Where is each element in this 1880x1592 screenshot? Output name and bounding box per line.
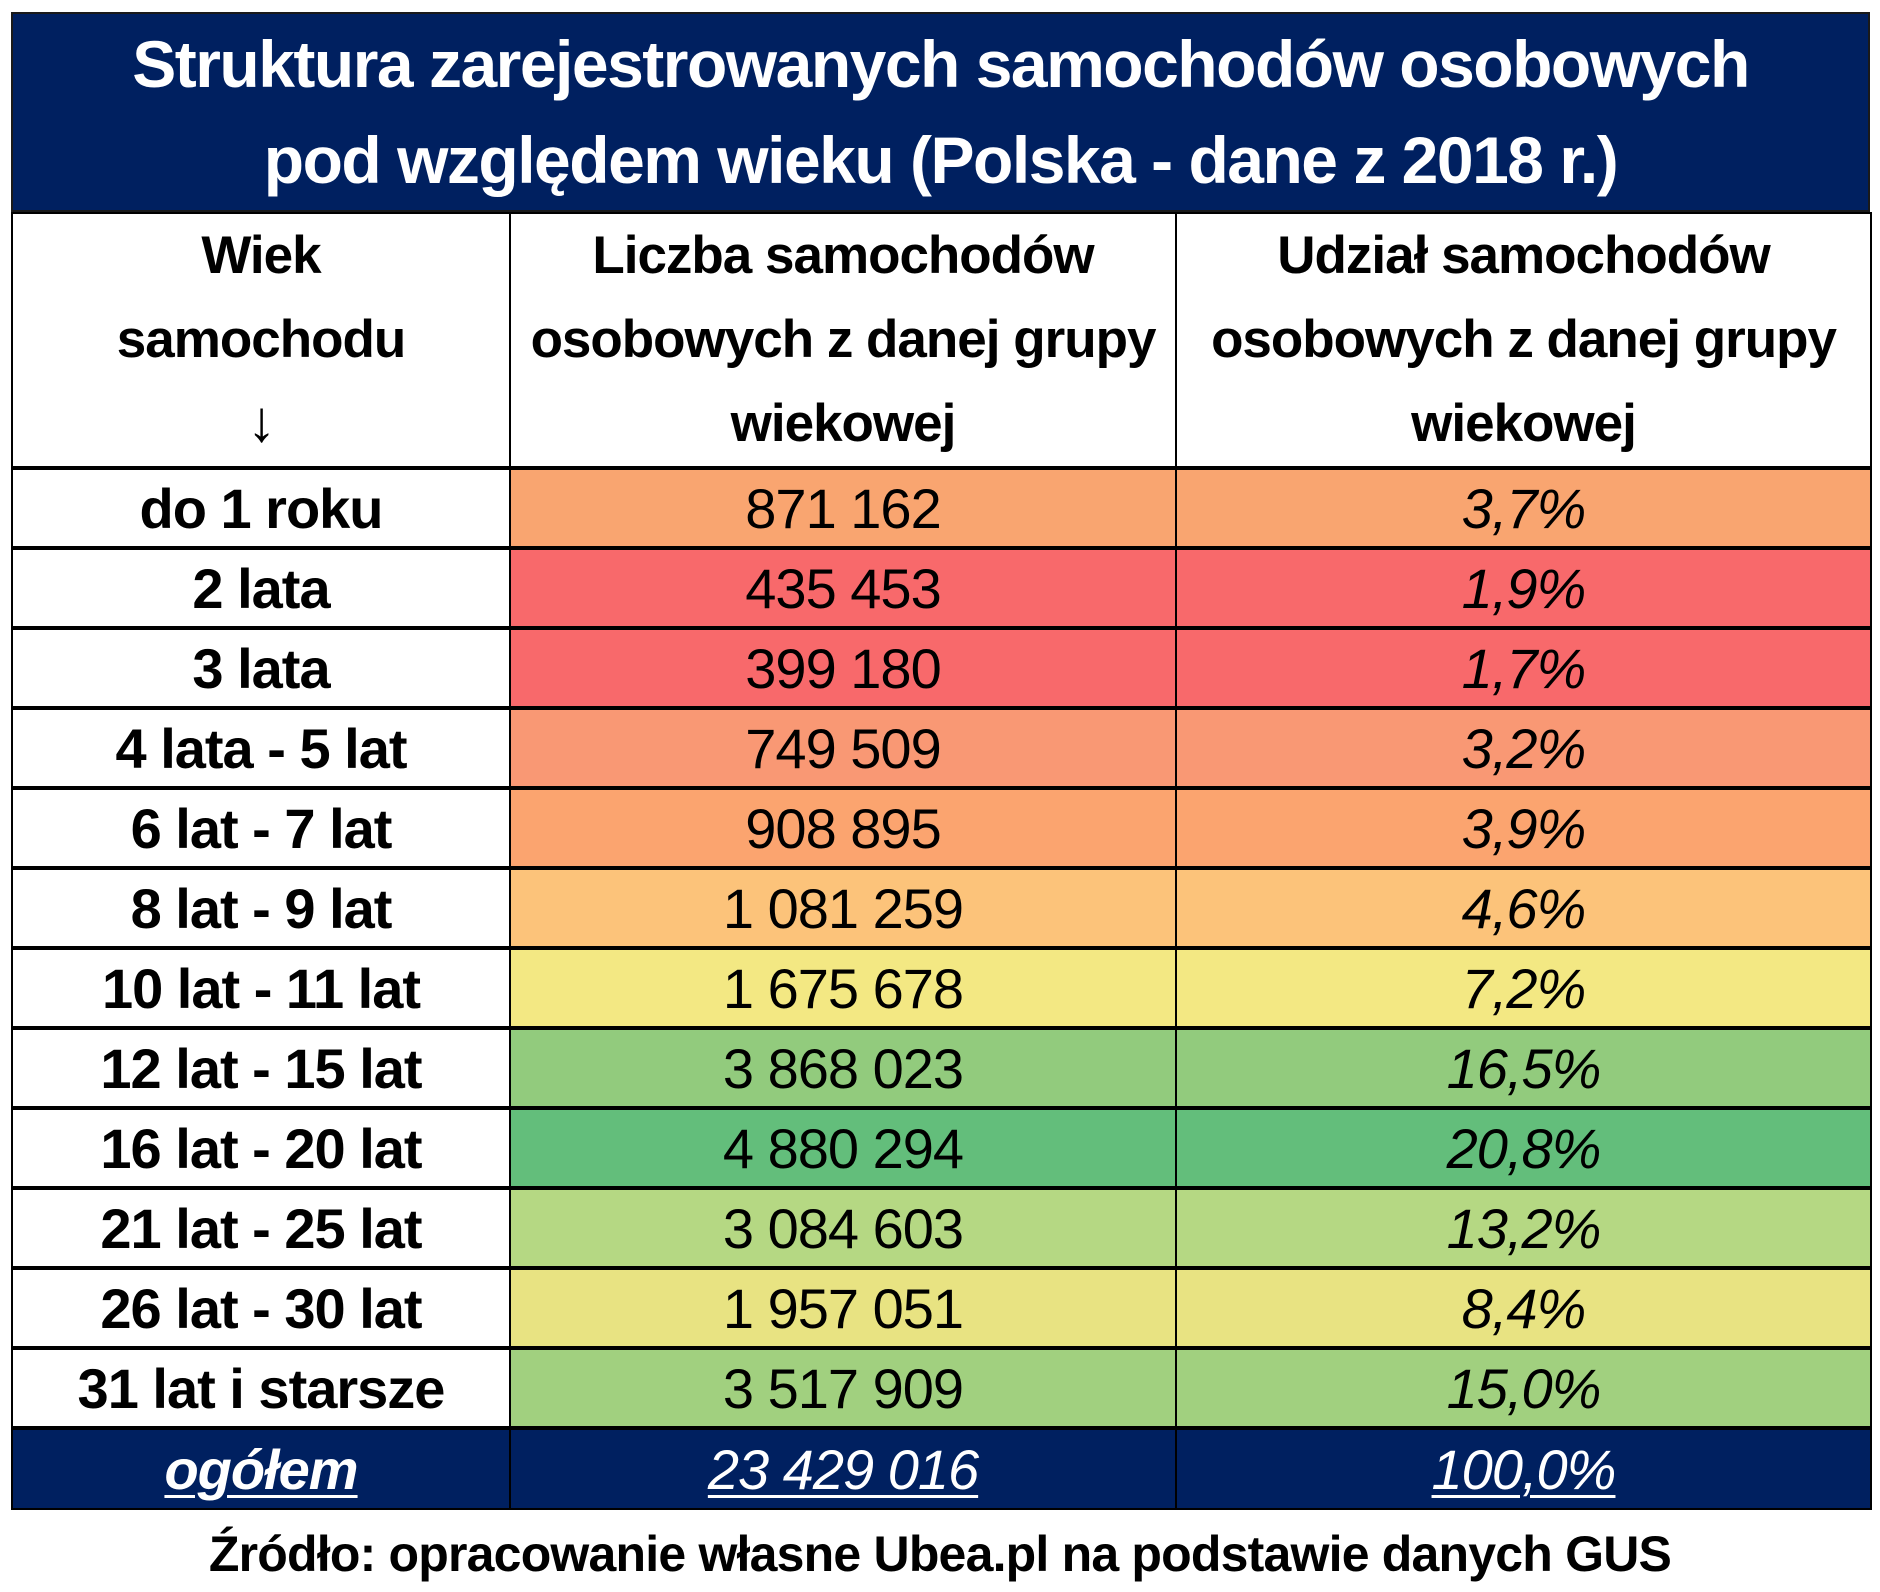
table-row: 8 lat - 9 lat 1 081 259 4,6% (11, 866, 1872, 949)
age-cell: 10 lat - 11 lat (11, 946, 511, 1029)
age-cell: 26 lat - 30 lat (11, 1266, 511, 1349)
table-row: do 1 roku 871 162 3,7% (11, 466, 1872, 549)
share-cell: 3,7% (1175, 466, 1872, 549)
age-cell: 21 lat - 25 lat (11, 1186, 511, 1269)
total-count: 23 429 016 (707, 1437, 979, 1501)
age-cell: 12 lat - 15 lat (11, 1026, 511, 1109)
header-age: Wiek samochodu ↓ (11, 212, 511, 469)
table-title: Struktura zarejestrowanych samochodów os… (11, 12, 1870, 212)
age-cell: 2 lata (11, 546, 511, 629)
age-structure-table: Wiek samochodu ↓ Liczba samochodów osobo… (11, 212, 1872, 1510)
total-label: ogółem (164, 1437, 358, 1501)
age-cell: do 1 roku (11, 466, 511, 549)
table-row: 26 lat - 30 lat 1 957 051 8,4% (11, 1266, 1872, 1349)
count-cell: 871 162 (509, 466, 1177, 549)
age-cell: 4 lata - 5 lat (11, 706, 511, 789)
share-cell: 13,2% (1175, 1186, 1872, 1269)
arrow-down-icon: ↓ (247, 389, 276, 454)
age-cell: 8 lat - 9 lat (11, 866, 511, 949)
share-cell: 1,9% (1175, 546, 1872, 629)
count-cell: 3 084 603 (509, 1186, 1177, 1269)
table-row: 31 lat i starsze 3 517 909 15,0% (11, 1346, 1872, 1429)
title-line-2: pod względem wieku (Polska - dane z 2018… (263, 123, 1619, 197)
share-cell: 3,9% (1175, 786, 1872, 869)
share-cell: 15,0% (1175, 1346, 1872, 1429)
table-row: 2 lata 435 453 1,9% (11, 546, 1872, 629)
count-cell: 435 453 (509, 546, 1177, 629)
age-cell: 6 lat - 7 lat (11, 786, 511, 869)
header-row: Wiek samochodu ↓ Liczba samochodów osobo… (11, 212, 1872, 469)
age-cell: 3 lata (11, 626, 511, 709)
table-row: 12 lat - 15 lat 3 868 023 16,5% (11, 1026, 1872, 1109)
table-row: 3 lata 399 180 1,7% (11, 626, 1872, 709)
share-cell: 16,5% (1175, 1026, 1872, 1109)
share-cell: 7,2% (1175, 946, 1872, 1029)
age-cell: 31 lat i starsze (11, 1346, 511, 1429)
count-cell: 1 957 051 (509, 1266, 1177, 1349)
table-row: 16 lat - 20 lat 4 880 294 20,8% (11, 1106, 1872, 1189)
table-frame: Struktura zarejestrowanych samochodów os… (11, 12, 1872, 1510)
count-cell: 1 675 678 (509, 946, 1177, 1029)
table-row: 4 lata - 5 lat 749 509 3,2% (11, 706, 1872, 789)
header-count: Liczba samochodów osobowych z danej grup… (509, 212, 1177, 469)
header-share: Udział samochodów osobowych z danej grup… (1175, 212, 1872, 469)
count-cell: 3 517 909 (509, 1346, 1177, 1429)
source-note: Źródło: opracowanie własne Ubea.pl na po… (208, 1526, 1672, 1582)
total-share-cell: 100,0% (1175, 1426, 1872, 1510)
total-share: 100,0% (1431, 1437, 1617, 1501)
table-row: 21 lat - 25 lat 3 084 603 13,2% (11, 1186, 1872, 1269)
total-label-cell: ogółem (11, 1426, 511, 1510)
total-row: ogółem 23 429 016 100,0% (11, 1426, 1872, 1510)
table-row: 10 lat - 11 lat 1 675 678 7,2% (11, 946, 1872, 1029)
share-cell: 3,2% (1175, 706, 1872, 789)
total-count-cell: 23 429 016 (509, 1426, 1177, 1510)
share-cell: 1,7% (1175, 626, 1872, 709)
count-cell: 4 880 294 (509, 1106, 1177, 1189)
title-line-1: Struktura zarejestrowanych samochodów os… (132, 27, 1750, 101)
count-cell: 749 509 (509, 706, 1177, 789)
share-cell: 4,6% (1175, 866, 1872, 949)
count-cell: 1 081 259 (509, 866, 1177, 949)
count-cell: 3 868 023 (509, 1026, 1177, 1109)
table-row: 6 lat - 7 lat 908 895 3,9% (11, 786, 1872, 869)
share-cell: 20,8% (1175, 1106, 1872, 1189)
count-cell: 908 895 (509, 786, 1177, 869)
share-cell: 8,4% (1175, 1266, 1872, 1349)
age-cell: 16 lat - 20 lat (11, 1106, 511, 1189)
count-cell: 399 180 (509, 626, 1177, 709)
